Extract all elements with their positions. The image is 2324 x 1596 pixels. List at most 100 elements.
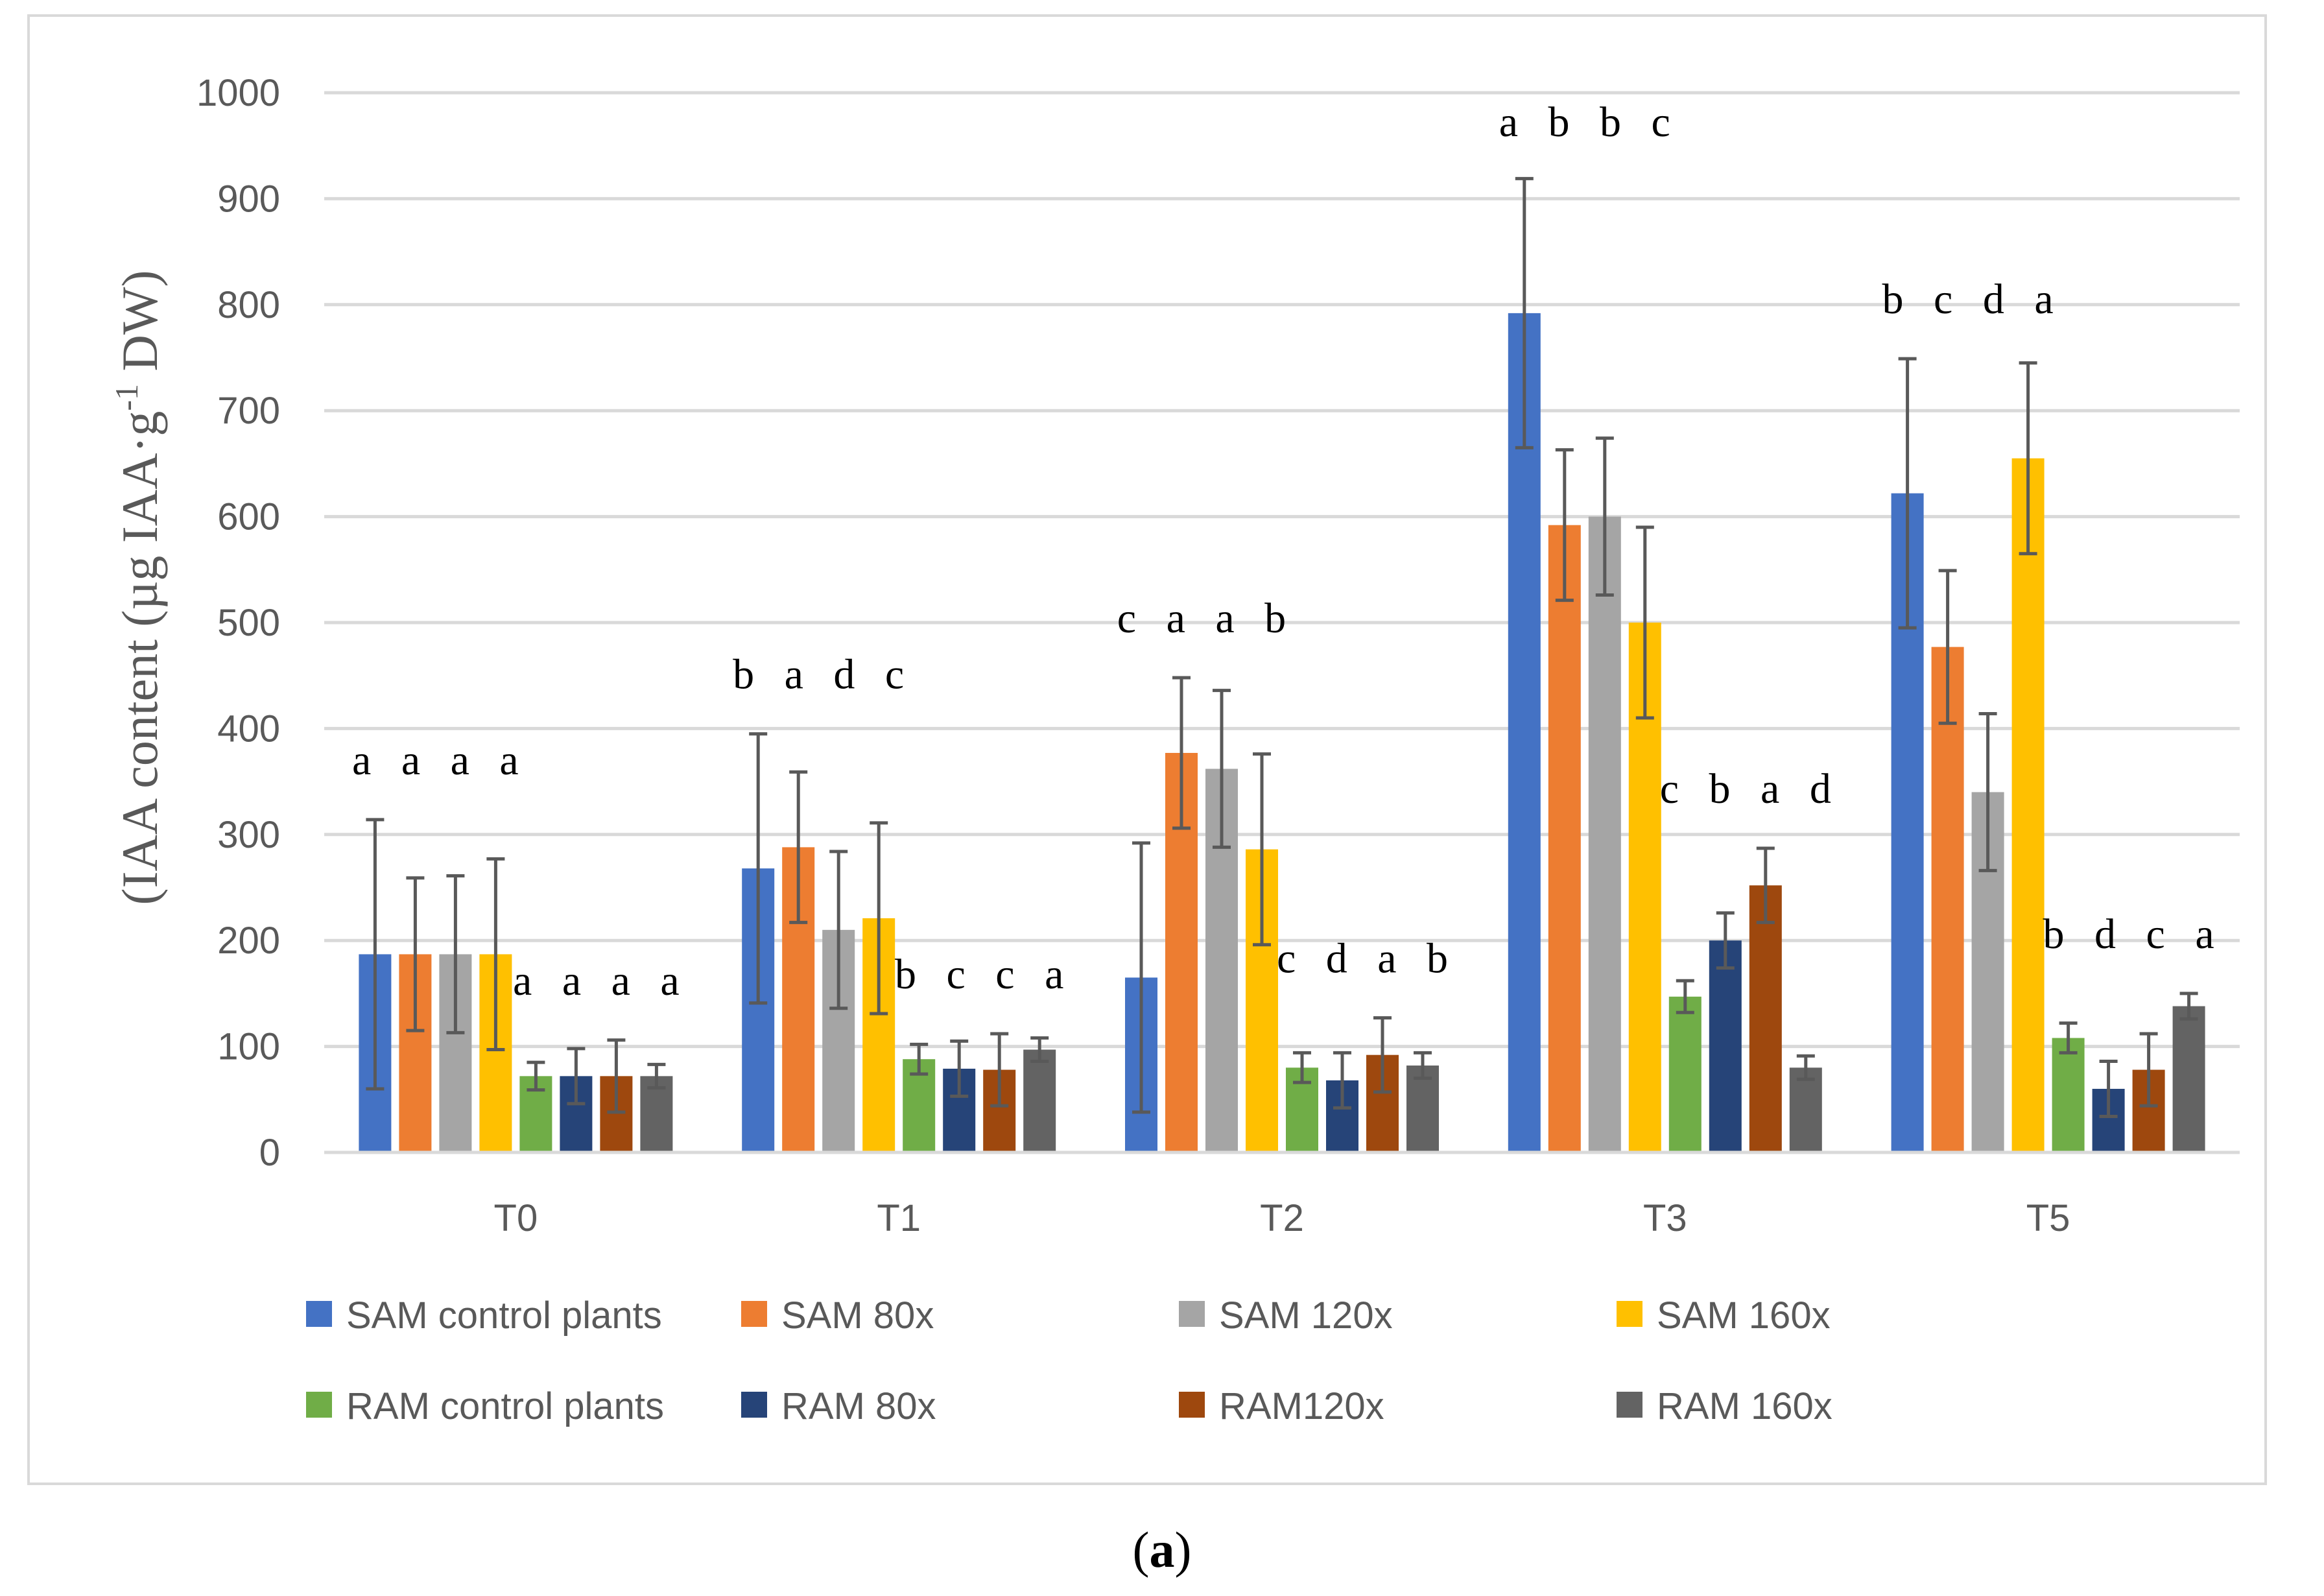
- legend-label: SAM control plants: [346, 1294, 662, 1337]
- y-axis-label-main: (IAA content (µg IAA·g: [112, 411, 168, 905]
- significance-label: b d c a: [2043, 911, 2214, 958]
- y-tick-label: 900: [217, 178, 280, 220]
- y-tick-label: 800: [217, 284, 280, 326]
- legend: SAM control plants SAM 80x SAM 120x SAM 160…: [306, 1294, 1832, 1427]
- error-bar: [870, 821, 888, 1016]
- error-bars: [366, 176, 2198, 1118]
- error-bar: [527, 1060, 545, 1092]
- error-bar: [1414, 1051, 1432, 1080]
- legend-label: SAM 120x: [1219, 1294, 1393, 1337]
- legend-label: SAM 160x: [1657, 1294, 1831, 1337]
- x-tick-label: T1: [877, 1197, 921, 1239]
- legend-swatch: [1617, 1392, 1642, 1418]
- error-bar: [2019, 361, 2037, 556]
- bar-sam-120x-t3: [1588, 516, 1621, 1152]
- bar-sam-80x-t3: [1548, 525, 1581, 1152]
- error-bar: [1756, 846, 1775, 924]
- y-tick-label: 100: [217, 1026, 280, 1068]
- x-axis-ticks: T0 T1 T2 T3 T5: [324, 1150, 2240, 1239]
- error-bar: [406, 876, 425, 1032]
- error-bar: [990, 1032, 1009, 1108]
- error-bar: [486, 857, 505, 1052]
- bar-ram-control-plants-t5: [2052, 1038, 2085, 1152]
- legend-item: RAM 80x: [741, 1385, 936, 1427]
- legend-swatch: [1179, 1301, 1205, 1327]
- error-bar: [1373, 1016, 1392, 1094]
- legend-label: RAM 80x: [781, 1385, 936, 1427]
- error-bar: [446, 874, 465, 1034]
- error-bar: [749, 732, 768, 1005]
- error-bar: [366, 818, 385, 1091]
- panel-label: (a): [0, 1521, 2324, 1579]
- panel-label-open: (: [1132, 1521, 1150, 1578]
- y-tick-label: 400: [217, 708, 280, 750]
- x-tick-label: T5: [2026, 1197, 2070, 1239]
- significance-label: c d a b: [1277, 935, 1448, 982]
- error-bar: [567, 1047, 586, 1106]
- legend-item: SAM 120x: [1179, 1294, 1393, 1337]
- error-bar: [2139, 1032, 2158, 1108]
- legend-label: SAM 80x: [781, 1294, 934, 1337]
- bar-ram120x-t3: [1749, 885, 1782, 1152]
- legend-label: RAM 160x: [1657, 1385, 1832, 1427]
- error-bar: [1132, 841, 1150, 1114]
- y-tick-label: 700: [217, 390, 280, 432]
- error-bar: [789, 770, 808, 924]
- significance-label: a a a a: [513, 957, 680, 1005]
- legend-swatch: [1617, 1301, 1642, 1327]
- bar-ram-160x-t3: [1789, 1067, 1822, 1152]
- y-axis-ticks: 0 100 200 300 400 500 600 700 800 900 1000: [196, 72, 280, 1174]
- bar-ram-160x-t5: [2172, 1006, 2205, 1152]
- legend-swatch: [741, 1392, 767, 1418]
- bar-ram-160x-t1: [1023, 1049, 1056, 1152]
- y-tick-label: 1000: [196, 72, 280, 114]
- error-bar: [2059, 1021, 2078, 1054]
- error-bar: [1333, 1051, 1351, 1110]
- y-tick-label: 200: [217, 920, 280, 962]
- error-bar: [1796, 1054, 1815, 1081]
- error-bar: [607, 1038, 626, 1114]
- legend-swatch: [1179, 1392, 1205, 1418]
- error-bar: [1172, 676, 1191, 830]
- significance-label: a a a a: [352, 737, 519, 784]
- error-bar: [1030, 1036, 1049, 1063]
- legend-item: SAM 80x: [741, 1294, 934, 1337]
- error-bar: [1595, 436, 1614, 597]
- bar-ram-160x-t2: [1406, 1066, 1439, 1152]
- significance-label: b a d c: [733, 651, 904, 698]
- legend-item: RAM120x: [1179, 1385, 1384, 1427]
- legend-swatch: [306, 1392, 332, 1418]
- bar-ram-80x-t3: [1709, 940, 1742, 1152]
- x-tick-label: T2: [1260, 1197, 1304, 1239]
- bar-sam-160x-t5: [2011, 458, 2045, 1152]
- error-bar: [2179, 992, 2198, 1021]
- error-bar: [1898, 357, 1917, 630]
- y-tick-label: 300: [217, 814, 280, 856]
- significance-label: b c c a: [895, 951, 1063, 998]
- significance-letters: a a a a a a a a b a d c b c c a c a a b c d a…: [352, 99, 2214, 1005]
- error-bar: [1676, 979, 1694, 1014]
- significance-label: a b b c: [1499, 99, 1670, 146]
- significance-label: b c d a: [1882, 276, 2054, 323]
- bar-sam-control-plants-t3: [1508, 313, 1541, 1152]
- error-bar: [1293, 1051, 1311, 1084]
- error-bar: [1635, 525, 1654, 720]
- error-bar: [829, 850, 848, 1010]
- x-tick-label: T0: [494, 1197, 538, 1239]
- significance-label: c b a d: [1660, 765, 1831, 813]
- y-axis-label: (IAA content (µg IAA·g-1 DW): [108, 270, 168, 905]
- bar-sam-80x-t5: [1931, 647, 1964, 1152]
- legend-item: SAM control plants: [306, 1294, 662, 1337]
- x-tick-label: T3: [1643, 1197, 1687, 1239]
- error-bar: [1978, 712, 1997, 872]
- error-bar: [950, 1039, 969, 1098]
- y-axis-label-sup: -1: [108, 384, 145, 411]
- error-bar: [1213, 689, 1231, 849]
- bars: [359, 313, 2205, 1152]
- legend-item: SAM 160x: [1617, 1294, 1831, 1337]
- error-bar: [1716, 911, 1735, 970]
- error-bar: [2099, 1059, 2118, 1118]
- legend-label: RAM120x: [1219, 1385, 1384, 1427]
- error-bar: [1253, 752, 1271, 947]
